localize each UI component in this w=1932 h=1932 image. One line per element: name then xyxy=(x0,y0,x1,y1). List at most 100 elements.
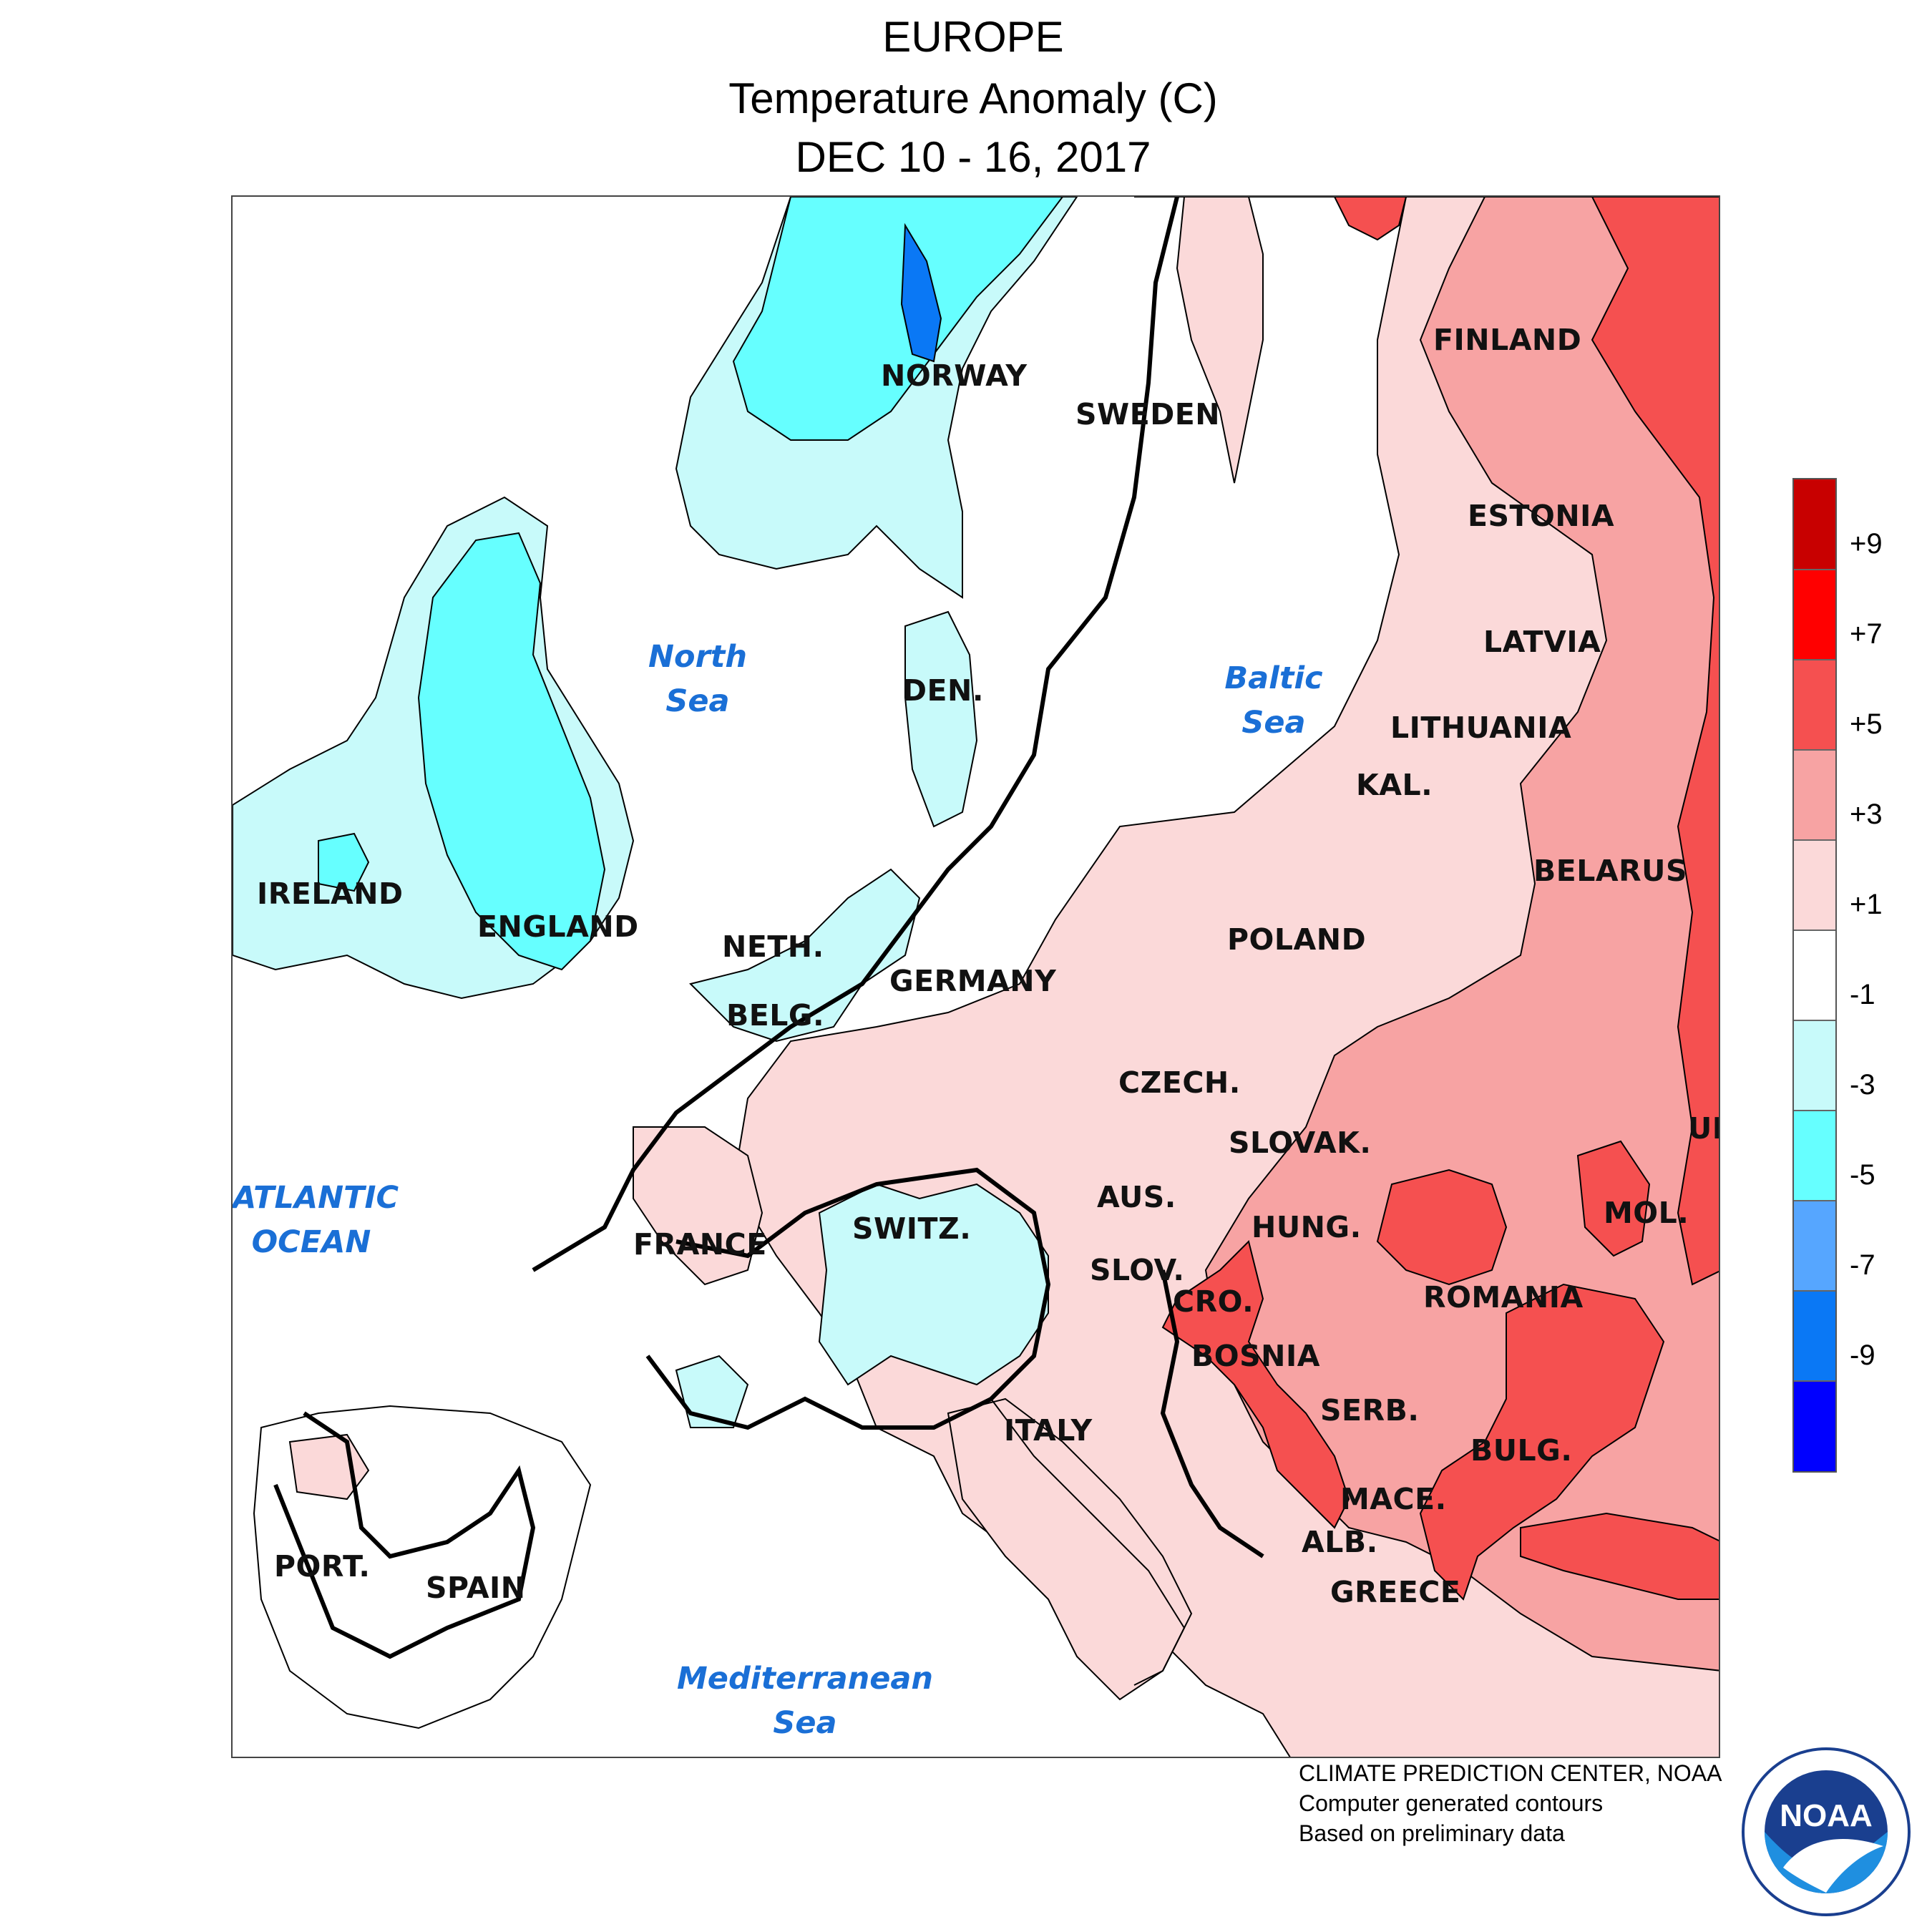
cold-region-denmark xyxy=(904,610,978,828)
country-label-albania: ALB. xyxy=(1302,1525,1378,1559)
legend-separator xyxy=(1794,930,1835,931)
country-label-czech: CZECH. xyxy=(1118,1065,1241,1100)
country-label-moldova: MOL. xyxy=(1604,1196,1689,1230)
legend-color-box xyxy=(1794,479,1835,570)
zero-anomaly-contour-south xyxy=(645,1167,1051,1430)
country-label-greece: GREECE xyxy=(1330,1575,1461,1609)
sea-label-north-sea: North Sea xyxy=(648,639,747,719)
legend-label: +7 xyxy=(1850,618,1883,650)
legend-label: -5 xyxy=(1850,1159,1875,1191)
country-label-bulgaria: BULG. xyxy=(1470,1433,1573,1468)
anomaly-map: NORWAY SWEDEN FINLAND ESTONIA LATVIA LIT… xyxy=(231,195,1720,1758)
country-label-poland: POLAND xyxy=(1227,922,1367,957)
legend-separator xyxy=(1794,1020,1835,1021)
country-label-norway: NORWAY xyxy=(881,358,1028,393)
country-label-belgium: BELG. xyxy=(726,998,825,1033)
legend-color-box xyxy=(1794,570,1835,660)
sea-label-mediterranean-sea: Mediterranean Sea xyxy=(676,1661,934,1741)
country-label-lithuania: LITHUANIA xyxy=(1390,711,1572,745)
legend-separator xyxy=(1794,1110,1835,1111)
legend-label: -9 xyxy=(1850,1340,1875,1371)
warm-patch-ukraine xyxy=(1576,1140,1651,1257)
country-label-sweden: SWEDEN xyxy=(1075,397,1221,431)
country-label-germany: GERMANY xyxy=(889,964,1057,998)
country-label-macedonia: MACE. xyxy=(1340,1482,1447,1516)
legend-color-box xyxy=(1794,1201,1835,1291)
legend-color-box xyxy=(1794,1111,1835,1201)
noaa-logo-text: NOAA xyxy=(1780,1798,1873,1833)
sea-label-baltic-sea: Baltic Sea xyxy=(1224,660,1323,741)
legend-label: -7 xyxy=(1850,1249,1875,1281)
country-label-latvia: LATVIA xyxy=(1483,625,1601,659)
country-label-england: ENGLAND xyxy=(477,909,639,944)
legend-label: +1 xyxy=(1850,889,1883,920)
warm-region-sweden-east xyxy=(1176,197,1264,484)
legend-color-box xyxy=(1794,660,1835,750)
country-label-austria: AUS. xyxy=(1097,1180,1176,1214)
country-label-spain: SPAIN xyxy=(426,1571,526,1605)
legend-separator xyxy=(1794,839,1835,841)
cold-core-england xyxy=(417,532,606,971)
noaa-seal-icon: NOAA xyxy=(1742,1747,1911,1916)
country-label-denmark: DEN. xyxy=(902,673,984,708)
country-label-slovenia: SLOV. xyxy=(1090,1253,1185,1287)
credit-source: CLIMATE PREDICTION CENTER, NOAA xyxy=(1299,1760,1722,1786)
sea-label-atlantic-ocean: ATLANTIC OCEAN xyxy=(233,1180,399,1260)
coastline-iberia xyxy=(253,1405,592,1729)
country-label-croatia: CRO. xyxy=(1173,1284,1254,1319)
legend-label: +3 xyxy=(1850,799,1883,830)
cold-core-ireland xyxy=(318,832,370,892)
country-label-portugal: PORT. xyxy=(274,1549,371,1584)
anomaly-color-legend xyxy=(1792,478,1837,1473)
legend-separator xyxy=(1794,1290,1835,1292)
legend-color-box xyxy=(1794,750,1835,840)
country-label-romania: ROMANIA xyxy=(1423,1280,1584,1314)
legend-color-box xyxy=(1794,1020,1835,1111)
warm-patch-france xyxy=(633,1126,763,1286)
warm-patch-finland-north xyxy=(1333,197,1407,241)
legend-color-box xyxy=(1794,1381,1835,1471)
legend-label: +9 xyxy=(1850,528,1883,560)
legend-color-box xyxy=(1794,1291,1835,1381)
legend-separator xyxy=(1794,659,1835,660)
map-variable-title: Temperature Anomaly (C) xyxy=(728,74,1218,122)
country-label-belarus: BELARUS xyxy=(1533,854,1688,888)
legend-label: -1 xyxy=(1850,979,1875,1010)
legend-label: -3 xyxy=(1850,1069,1875,1101)
zero-anomaly-contour-spain xyxy=(273,1411,536,1659)
legend-separator xyxy=(1794,569,1835,570)
cold-region-benelux-germany xyxy=(689,868,921,1043)
warm-patch-russia xyxy=(1591,197,1719,1286)
map-period-title: DEC 10 - 16, 2017 xyxy=(795,133,1151,181)
anomaly-map-canvas xyxy=(233,197,1719,1757)
country-label-hungary: HUNG. xyxy=(1252,1210,1362,1244)
legend-color-box xyxy=(1794,930,1835,1020)
warm-patch-balkans xyxy=(1161,1240,1350,1529)
country-label-ireland: IRELAND xyxy=(257,877,404,911)
country-label-bosnia: BOSNIA xyxy=(1191,1339,1320,1373)
country-label-slovakia: SLOVAK. xyxy=(1229,1126,1372,1160)
legend-separator xyxy=(1794,1380,1835,1382)
country-label-kaliningrad: KAL. xyxy=(1356,768,1433,802)
cold-core-norway xyxy=(732,197,1064,441)
credit-contours: Computer generated contours xyxy=(1299,1790,1604,1816)
zero-anomaly-contour-balkans xyxy=(1160,1269,1264,1558)
warm-patch-turkey xyxy=(1520,1512,1719,1600)
cold-region-alps xyxy=(818,1183,1049,1386)
country-label-netherlands: NETH. xyxy=(722,930,824,964)
country-label-france: FRANCE xyxy=(633,1227,767,1262)
coastline-italy xyxy=(990,1398,1186,1686)
country-label-serbia: SERB. xyxy=(1320,1393,1420,1428)
map-region-title: EUROPE xyxy=(882,13,1064,61)
warm-patch-romania xyxy=(1419,1283,1665,1601)
country-label-ukraine: UK xyxy=(1688,1111,1719,1146)
legend-color-box xyxy=(1794,840,1835,930)
country-label-estonia: ESTONIA xyxy=(1468,499,1615,533)
cold-patch-france-south xyxy=(675,1355,749,1428)
country-label-finland: FINLAND xyxy=(1433,323,1582,357)
legend-separator xyxy=(1794,749,1835,751)
legend-label: +5 xyxy=(1850,708,1883,740)
country-label-switzerland: SWITZ. xyxy=(852,1211,972,1246)
zero-anomaly-contour-north xyxy=(532,197,1179,1272)
credit-preliminary: Based on preliminary data xyxy=(1299,1820,1565,1846)
